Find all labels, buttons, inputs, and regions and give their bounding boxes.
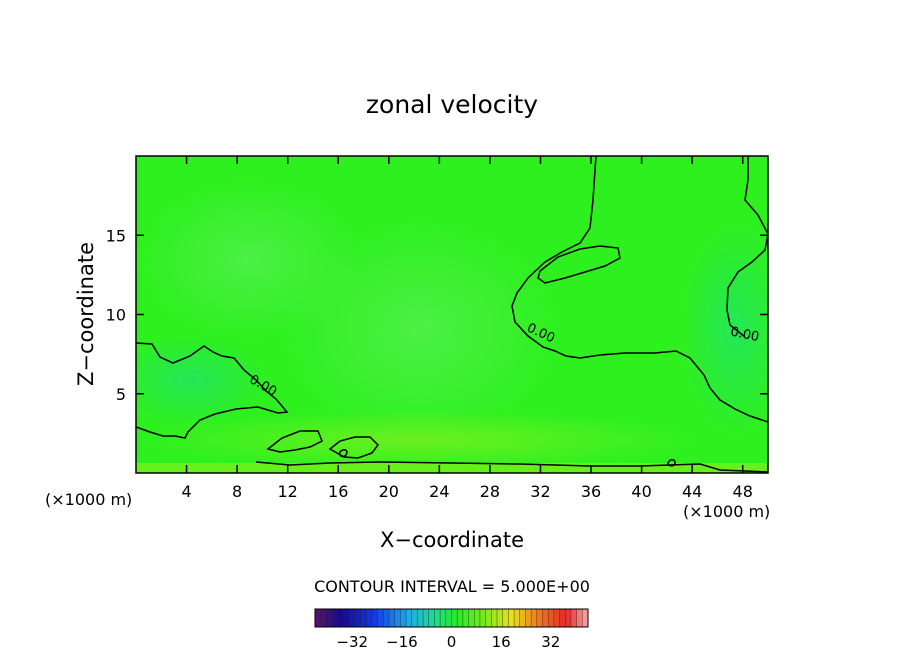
colorbar-cell	[366, 609, 373, 627]
contour-tiny-loop	[338, 449, 348, 458]
x-tick-label: 44	[682, 482, 702, 501]
colorbar-tick-label: −16	[386, 633, 418, 651]
contour-label: 0.00	[729, 325, 760, 346]
colorbar-cell	[576, 609, 583, 627]
x-tick-label: 24	[429, 482, 449, 501]
colorbar-cell	[411, 609, 418, 627]
colorbar-cell	[383, 609, 390, 627]
contour-right-edge	[726, 156, 768, 338]
y-axis-label: Z−coordinate	[74, 242, 98, 386]
colorbar-cell	[428, 609, 435, 627]
colorbar-cell	[320, 609, 327, 627]
x-tick-label: 48	[733, 482, 753, 501]
colorbar-cell	[468, 609, 475, 627]
contour-bottom-right-loop	[667, 459, 676, 467]
x-tick-label: 8	[232, 482, 242, 501]
contour-interval-text: CONTOUR INTERVAL = 5.000E+00	[314, 577, 590, 596]
x-tick-label: 4	[181, 482, 191, 501]
colorbar-cell	[417, 609, 424, 627]
colorbar-cell	[354, 609, 361, 627]
y-tick-label: 10	[106, 306, 126, 325]
colorbar-cell	[553, 609, 560, 627]
colorbar-cell	[548, 609, 555, 627]
colorbar-cell	[394, 609, 401, 627]
field-shade-center	[280, 220, 560, 440]
field-shade-left-mid	[136, 335, 270, 425]
colorbar-cell	[400, 609, 407, 627]
colorbar-cell	[440, 609, 447, 627]
contour-left-lower	[266, 430, 323, 453]
colorbar-cell	[343, 609, 350, 627]
contour-lines	[136, 156, 768, 473]
colorbar-cell	[434, 609, 441, 627]
colorbar-cell	[462, 609, 469, 627]
x-unit-left: (×1000 m)	[45, 490, 132, 509]
colorbar-cell	[388, 609, 395, 627]
colorbar-cell	[315, 609, 321, 627]
field-shade-right	[680, 220, 768, 440]
colorbar-cell	[485, 609, 492, 627]
colorbar-cell	[349, 609, 356, 627]
y-axis-ticks: 5 10 15	[106, 226, 768, 404]
colorbar-cell	[423, 609, 430, 627]
colorbar-cell	[570, 609, 577, 627]
colorbar-frame	[314, 608, 589, 628]
x-tick-label: 12	[278, 482, 298, 501]
x-axis-ticks: 4 8 12 16 20 24 28 32 36 40 44 48	[181, 156, 753, 501]
velocity-field	[136, 156, 768, 473]
x-tick-label: 20	[379, 482, 399, 501]
colorbar-cell	[491, 609, 498, 627]
field-bottom-band	[136, 463, 768, 473]
colorbar-cell	[457, 609, 464, 627]
colorbar-cell	[497, 609, 503, 627]
colorbar-cell	[525, 609, 532, 627]
colorbar-cell	[502, 609, 509, 627]
colorbar-tick-label: 16	[492, 633, 511, 651]
colorbar-cell	[582, 609, 589, 627]
colorbar-cell	[565, 609, 572, 627]
colorbar-cell	[559, 609, 566, 627]
colorbar-cell	[445, 609, 452, 627]
field-shade-bottom	[140, 410, 700, 470]
x-tick-label: 16	[328, 482, 348, 501]
y-tick-label: 5	[116, 385, 126, 404]
colorbar	[314, 608, 589, 628]
colorbar-cell	[536, 609, 543, 627]
colorbar-cell	[514, 609, 521, 627]
colorbar-cell	[360, 609, 367, 627]
colorbar-cell	[508, 609, 515, 627]
contour-left-upper	[136, 342, 289, 439]
colorbar-cell	[542, 609, 549, 627]
contour-bump-small	[328, 436, 379, 459]
colorbar-cell	[519, 609, 526, 627]
y-tick-label: 15	[106, 226, 126, 245]
contour-right-lower	[511, 156, 768, 423]
x-tick-label: 32	[530, 482, 550, 501]
x-tick-label: 40	[631, 482, 651, 501]
chart-title: zonal velocity	[366, 90, 538, 119]
colorbar-cell	[332, 609, 339, 627]
colorbar-cell	[406, 609, 412, 627]
colorbar-tick-label: 32	[541, 633, 560, 651]
colorbar-tick-label: −32	[336, 633, 368, 651]
colorbar-cell	[326, 609, 333, 627]
contour-island	[537, 245, 621, 284]
contour-bottom-band	[255, 461, 768, 473]
colorbar-cell	[377, 609, 384, 627]
x-tick-label: 28	[480, 482, 500, 501]
colorbar-ticks: −32 −16 0 16 32	[336, 633, 560, 651]
colorbar-cell	[531, 609, 538, 627]
x-axis-label: X−coordinate	[380, 528, 524, 552]
colorbar-cell	[451, 609, 458, 627]
colorbar-cell	[371, 609, 378, 627]
colorbar-cell	[479, 609, 486, 627]
colorbar-cell	[337, 609, 344, 627]
colorbar-cell	[474, 609, 481, 627]
colorbar-tick-label: 0	[447, 633, 457, 651]
x-unit-right: (×1000 m)	[683, 502, 770, 521]
x-tick-label: 36	[581, 482, 601, 501]
